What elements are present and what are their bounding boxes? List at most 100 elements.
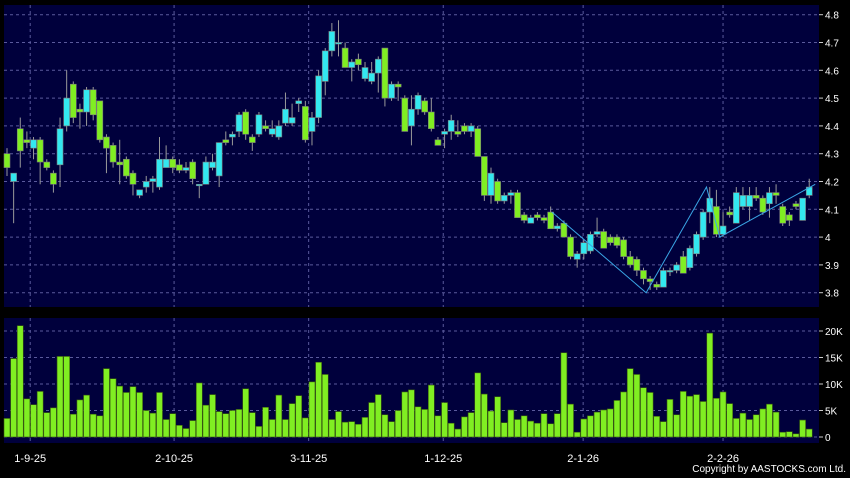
price-tick-label: 3.8 bbox=[825, 289, 839, 300]
volume-bar bbox=[434, 415, 442, 438]
volume-bar bbox=[752, 414, 760, 438]
candle-up bbox=[30, 139, 37, 149]
price-tick-label: 4.5 bbox=[825, 94, 839, 105]
volume-bar bbox=[63, 356, 70, 438]
x-tick-label: 2-1-26 bbox=[567, 453, 599, 465]
volume-bar bbox=[195, 382, 203, 438]
candle-down bbox=[262, 125, 269, 129]
candle-up bbox=[162, 158, 170, 168]
candle-up bbox=[63, 97, 70, 127]
candle-down bbox=[103, 136, 110, 149]
volume-bar bbox=[527, 420, 535, 438]
volume-bar bbox=[36, 391, 44, 438]
volume-bar bbox=[487, 410, 495, 438]
candle-up bbox=[229, 133, 236, 138]
price-tick-label: 4 bbox=[825, 233, 831, 244]
candle-down bbox=[123, 158, 130, 177]
candle-up bbox=[288, 117, 296, 124]
candle-down bbox=[640, 270, 647, 280]
candle-up bbox=[500, 195, 508, 202]
volume-bar bbox=[454, 428, 462, 438]
volume-bar bbox=[673, 414, 680, 438]
volume-bar bbox=[288, 403, 296, 438]
candle-down bbox=[428, 111, 435, 129]
candle-up bbox=[699, 211, 707, 238]
volume-bar bbox=[182, 428, 190, 438]
volume-bar bbox=[534, 422, 541, 438]
volume-bar bbox=[766, 403, 773, 438]
volume-bar bbox=[772, 411, 780, 438]
volume-bar bbox=[474, 372, 482, 438]
candle-down bbox=[567, 236, 574, 257]
volume-bar bbox=[381, 414, 389, 438]
x-tick-label: 2-2-26 bbox=[707, 453, 739, 465]
volume-bar bbox=[235, 409, 243, 438]
candle-down bbox=[3, 153, 11, 168]
volume-bar bbox=[600, 409, 608, 438]
volume-bar bbox=[50, 407, 57, 438]
volume-bar bbox=[129, 386, 137, 438]
trendline bbox=[551, 183, 816, 294]
volume-bar bbox=[461, 416, 468, 438]
candle-up bbox=[361, 67, 369, 79]
volume-bar bbox=[421, 409, 428, 438]
volume-bar bbox=[109, 378, 117, 438]
volume-bar bbox=[136, 392, 143, 438]
candle-up bbox=[275, 125, 283, 138]
candle-up bbox=[527, 217, 535, 224]
candle-up bbox=[388, 83, 395, 99]
candle-down bbox=[394, 83, 402, 88]
volume-bar bbox=[520, 415, 528, 438]
copyright-text: Copyright by AASTOCKS.com Ltd. bbox=[692, 464, 846, 475]
volume-bar bbox=[441, 402, 448, 438]
volume-bar bbox=[726, 403, 733, 438]
volume-bar bbox=[348, 421, 356, 438]
candle-down bbox=[50, 172, 57, 185]
volume-bar bbox=[514, 419, 521, 438]
volume-bar bbox=[388, 421, 395, 438]
candle-up bbox=[315, 75, 322, 118]
volume-bar bbox=[368, 402, 375, 438]
volume-bar bbox=[302, 417, 309, 438]
volume-bar bbox=[103, 368, 110, 438]
candle-down bbox=[679, 256, 687, 274]
volume-bar bbox=[719, 391, 727, 438]
candle-down bbox=[626, 256, 634, 266]
volume-bar bbox=[229, 410, 236, 438]
candle-down bbox=[381, 47, 389, 99]
candle-down bbox=[474, 128, 482, 157]
volume-bar bbox=[282, 419, 289, 438]
volume-bar bbox=[713, 398, 720, 438]
candle-down bbox=[16, 128, 24, 152]
volume-bar bbox=[156, 392, 163, 438]
candle-up bbox=[268, 128, 276, 135]
volume-bar bbox=[10, 358, 17, 438]
candle-up bbox=[766, 192, 773, 205]
volume-bar bbox=[169, 413, 177, 438]
candle-down bbox=[613, 236, 621, 246]
volume-bar bbox=[779, 431, 787, 438]
x-tick-label: 1-9-25 bbox=[14, 453, 46, 465]
volume-bar bbox=[500, 422, 508, 438]
candle-up bbox=[447, 120, 455, 132]
candle-down bbox=[520, 214, 528, 221]
volume-bar bbox=[540, 413, 548, 438]
candle-up bbox=[142, 181, 150, 188]
volume-bar bbox=[335, 411, 342, 438]
candle-up bbox=[593, 231, 601, 235]
price-tick-label: 4.2 bbox=[825, 178, 839, 189]
candle-up bbox=[441, 131, 448, 135]
candle-up bbox=[295, 100, 303, 104]
candle-up bbox=[739, 195, 747, 207]
volume-bar bbox=[580, 418, 588, 438]
candle-up bbox=[308, 117, 316, 132]
candle-down bbox=[242, 111, 249, 135]
volume-bar bbox=[242, 388, 249, 438]
volume-bar bbox=[328, 419, 336, 438]
candle-up bbox=[686, 247, 694, 268]
candle-down bbox=[222, 139, 230, 143]
candle-down bbox=[653, 284, 661, 288]
candle-down bbox=[89, 89, 97, 116]
volume-bar bbox=[547, 423, 554, 438]
